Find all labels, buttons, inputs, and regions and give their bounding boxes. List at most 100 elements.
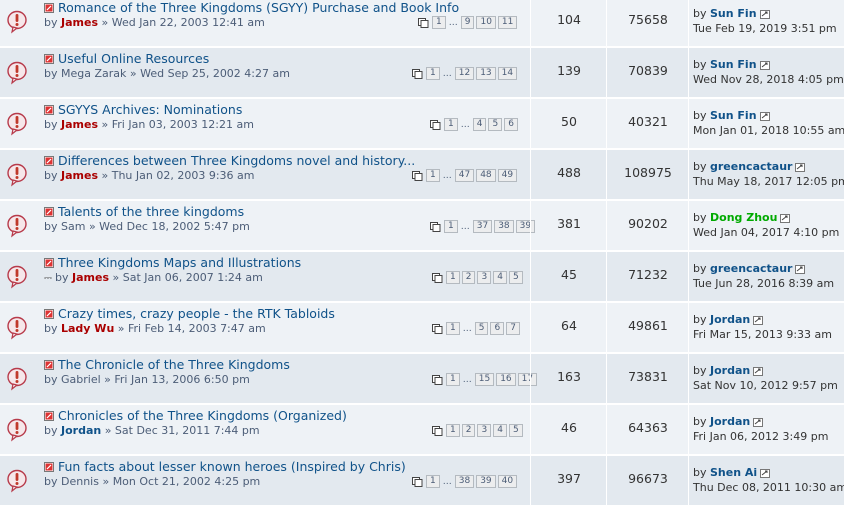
last-post-author-link[interactable]: Jordan <box>710 364 751 377</box>
view-latest-post-icon[interactable] <box>760 468 771 478</box>
topic-author-link[interactable]: Jordan <box>61 424 102 437</box>
new-post-icon[interactable] <box>44 411 54 421</box>
topic-author-link[interactable]: Mega Zarak <box>61 67 127 80</box>
page-link[interactable]: 2 <box>461 424 476 437</box>
topic-title-link[interactable]: SGYYS Archives: Nominations <box>58 102 243 117</box>
page-link[interactable]: 10 <box>476 16 496 29</box>
page-link[interactable]: 3 <box>477 424 492 437</box>
page-link[interactable]: 4 <box>493 424 507 437</box>
page-link[interactable]: 1 <box>446 271 460 284</box>
topic-title-link[interactable]: Talents of the three kingdoms <box>58 204 245 219</box>
view-latest-post-icon[interactable] <box>759 111 770 121</box>
topic-title-link[interactable]: The Chronicle of the Three Kingdoms <box>58 357 290 372</box>
topic-title-link[interactable]: Differences between Three Kingdoms novel… <box>58 153 416 168</box>
page-link[interactable]: 11 <box>497 16 518 29</box>
page-link[interactable]: 14 <box>497 67 518 80</box>
new-post-icon[interactable] <box>44 207 54 217</box>
page-link[interactable]: 16 <box>496 373 516 386</box>
page-link[interactable]: 7 <box>506 322 520 335</box>
new-post-icon[interactable] <box>44 309 54 319</box>
page-link[interactable]: 1 <box>446 424 460 437</box>
page-link[interactable]: 1 <box>446 322 460 335</box>
topic-author-link[interactable]: James <box>61 16 98 29</box>
new-post-icon[interactable] <box>44 360 54 370</box>
page-link[interactable]: 17 <box>517 373 538 386</box>
replies-count: 381 <box>557 216 581 231</box>
topic-author-link[interactable]: Dennis <box>61 475 99 488</box>
new-post-icon[interactable] <box>44 156 54 166</box>
page-link[interactable]: 1 <box>432 16 446 29</box>
page-link[interactable]: 15 <box>474 373 495 386</box>
page-link[interactable]: 49 <box>497 169 518 182</box>
page-link[interactable]: 5 <box>508 424 523 437</box>
page-link[interactable]: 1 <box>426 67 440 80</box>
column-divider <box>688 252 689 302</box>
page-link[interactable]: 2 <box>461 271 476 284</box>
topic-title-link[interactable]: Crazy times, crazy people - the RTK Tabl… <box>58 306 335 321</box>
last-post-author-link[interactable]: Jordan <box>710 415 751 428</box>
page-link[interactable]: 12 <box>454 67 475 80</box>
replies-count: 45 <box>561 267 577 282</box>
new-post-icon[interactable] <box>44 462 54 472</box>
page-link[interactable]: 6 <box>490 322 505 335</box>
topic-date: » Sat Jan 06, 2007 1:24 am <box>112 271 263 284</box>
last-post-author-link[interactable]: Sun Fin <box>710 7 757 20</box>
topic-meta: by James » Thu Jan 02, 2003 9:36 am <box>44 169 254 182</box>
topic-title-link[interactable]: Three Kingdoms Maps and Illustrations <box>58 255 302 270</box>
page-link[interactable]: 1 <box>426 169 440 182</box>
last-post-author-link[interactable]: Dong Zhou <box>710 211 778 224</box>
view-latest-post-icon[interactable] <box>759 60 770 70</box>
view-latest-post-icon[interactable] <box>795 162 806 172</box>
new-post-icon[interactable] <box>44 258 54 268</box>
page-link[interactable]: 3 <box>477 271 492 284</box>
page-link[interactable]: 38 <box>454 475 475 488</box>
last-post-author-link[interactable]: greencactaur <box>710 262 793 275</box>
view-latest-post-icon[interactable] <box>753 315 764 325</box>
page-link[interactable]: 4 <box>493 271 507 284</box>
page-link[interactable]: 40 <box>497 475 518 488</box>
topic-meta: by Sam » Wed Dec 18, 2002 5:47 pm <box>44 220 250 233</box>
page-link[interactable]: 4 <box>472 118 487 131</box>
view-latest-post-icon[interactable] <box>753 366 764 376</box>
topic-author-link[interactable]: Gabriel <box>61 373 101 386</box>
page-link[interactable]: 1 <box>444 118 458 131</box>
last-post-author-link[interactable]: Sun Fin <box>710 58 757 71</box>
topic-author-link[interactable]: James <box>61 118 98 131</box>
page-link[interactable]: 5 <box>474 322 489 335</box>
topic-author-link[interactable]: James <box>61 169 98 182</box>
page-link[interactable]: 47 <box>454 169 475 182</box>
page-link[interactable]: 1 <box>446 373 460 386</box>
view-latest-post-icon[interactable] <box>759 9 770 19</box>
page-link[interactable]: 9 <box>460 16 475 29</box>
topic-author-link[interactable]: Sam <box>61 220 86 233</box>
page-link[interactable]: 1 <box>444 220 458 233</box>
view-latest-post-icon[interactable] <box>780 213 791 223</box>
page-link[interactable]: 6 <box>504 118 518 131</box>
page-link[interactable]: 48 <box>476 169 496 182</box>
view-latest-post-icon[interactable] <box>795 264 806 274</box>
replies-count: 488 <box>557 165 581 180</box>
topic-title-link[interactable]: Chronicles of the Three Kingdoms (Organi… <box>58 408 347 423</box>
page-link[interactable]: 5 <box>508 271 523 284</box>
page-link[interactable]: 39 <box>476 475 496 488</box>
last-post-author-link[interactable]: greencactaur <box>710 160 793 173</box>
topic-title-link[interactable]: Fun facts about lesser known heroes (Ins… <box>58 459 406 474</box>
column-divider <box>606 99 607 149</box>
page-link[interactable]: 13 <box>476 67 496 80</box>
new-post-icon[interactable] <box>44 54 54 64</box>
new-post-icon[interactable] <box>44 105 54 115</box>
topic-author-link[interactable]: Lady Wu <box>61 322 115 335</box>
topic-author-link[interactable]: James <box>72 271 109 284</box>
last-post-author-link[interactable]: Shen Ai <box>710 466 758 479</box>
last-post-author-link[interactable]: Jordan <box>710 313 751 326</box>
last-post-author-link[interactable]: Sun Fin <box>710 109 757 122</box>
page-link[interactable]: 1 <box>426 475 440 488</box>
topic-title-link[interactable]: Romance of the Three Kingdoms (SGYY) Pur… <box>58 0 460 15</box>
page-link[interactable]: 37 <box>472 220 493 233</box>
column-divider <box>606 456 607 506</box>
view-latest-post-icon[interactable] <box>753 417 764 427</box>
page-link[interactable]: 38 <box>494 220 514 233</box>
page-link[interactable]: 5 <box>488 118 503 131</box>
new-post-icon[interactable] <box>44 3 54 13</box>
topic-title-link[interactable]: Useful Online Resources <box>58 51 210 66</box>
